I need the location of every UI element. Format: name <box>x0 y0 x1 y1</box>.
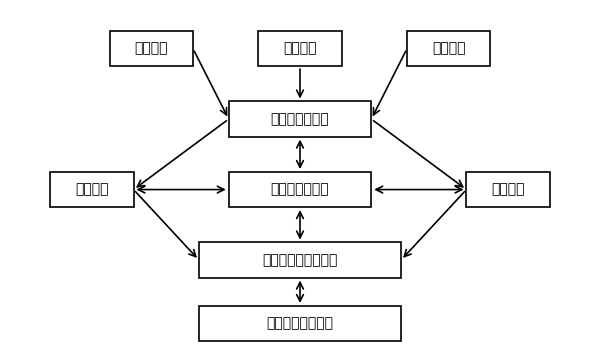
FancyBboxPatch shape <box>229 101 371 137</box>
FancyBboxPatch shape <box>229 172 371 207</box>
FancyBboxPatch shape <box>466 172 550 207</box>
FancyArrowPatch shape <box>194 51 227 115</box>
Text: 信集闭执行模块: 信集闭执行模块 <box>271 183 329 197</box>
FancyArrowPatch shape <box>296 212 304 238</box>
FancyBboxPatch shape <box>407 31 490 66</box>
Text: 机车自动防护模块: 机车自动防护模块 <box>266 316 334 330</box>
Text: 配矿计划: 配矿计划 <box>283 42 317 55</box>
FancyArrowPatch shape <box>138 186 224 193</box>
FancyArrowPatch shape <box>373 51 406 115</box>
FancyArrowPatch shape <box>296 141 304 167</box>
FancyBboxPatch shape <box>50 172 134 207</box>
Text: 电机车遥控运行模块: 电机车遥控运行模块 <box>262 253 338 267</box>
FancyArrowPatch shape <box>404 192 464 257</box>
FancyBboxPatch shape <box>199 242 401 278</box>
Text: 装矿模块: 装矿模块 <box>75 183 109 197</box>
FancyArrowPatch shape <box>376 186 462 193</box>
Text: 作业计划: 作业计划 <box>134 42 168 55</box>
FancyArrowPatch shape <box>296 282 304 301</box>
Text: 派车计划: 派车计划 <box>432 42 466 55</box>
FancyArrowPatch shape <box>136 192 196 257</box>
FancyBboxPatch shape <box>259 31 341 66</box>
FancyArrowPatch shape <box>137 121 226 187</box>
Text: 卸矿模块: 卸矿模块 <box>491 183 525 197</box>
FancyBboxPatch shape <box>110 31 193 66</box>
Text: 自动派配矿模块: 自动派配矿模块 <box>271 112 329 126</box>
FancyArrowPatch shape <box>296 69 304 97</box>
FancyBboxPatch shape <box>199 306 401 341</box>
FancyArrowPatch shape <box>374 121 463 187</box>
